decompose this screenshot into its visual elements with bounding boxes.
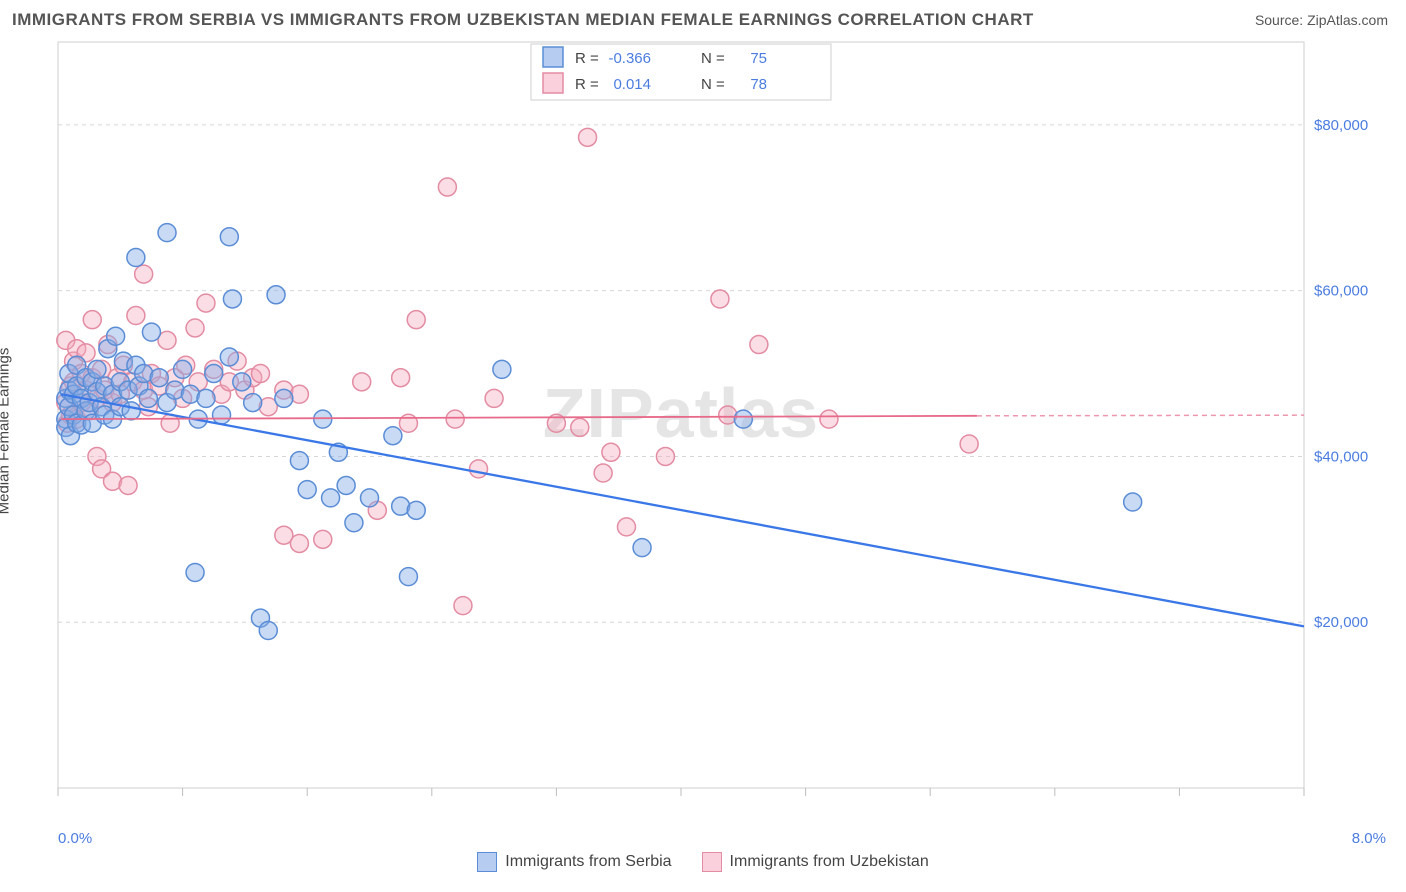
chart-area: Median Female Earnings $20,000$40,000$60… (12, 36, 1394, 826)
svg-text:78: 78 (750, 76, 767, 93)
svg-text:$80,000: $80,000 (1314, 117, 1368, 134)
legend-label-serbia: Immigrants from Serbia (505, 853, 671, 871)
x-axis-labels: 0.0% 8.0% (58, 830, 1386, 847)
x-min-label: 0.0% (58, 830, 92, 847)
x-max-label: 8.0% (1352, 830, 1386, 847)
svg-text:N =: N = (701, 76, 725, 93)
svg-text:R =: R = (575, 76, 599, 93)
svg-text:75: 75 (750, 50, 767, 67)
chart-title: IMMIGRANTS FROM SERBIA VS IMMIGRANTS FRO… (12, 10, 1034, 30)
svg-text:0.014: 0.014 (613, 76, 651, 93)
svg-text:N =: N = (701, 50, 725, 67)
title-bar: IMMIGRANTS FROM SERBIA VS IMMIGRANTS FRO… (0, 0, 1406, 36)
svg-text:$60,000: $60,000 (1314, 283, 1368, 300)
svg-text:R =: R = (575, 50, 599, 67)
legend-item-uzbekistan: Immigrants from Uzbekistan (702, 852, 929, 872)
scatter-plot-svg: $20,000 $40,000 $60,000 $80,000 ZIPatlas R =-… (12, 36, 1382, 826)
source-label: Source: ZipAtlas.com (1255, 12, 1388, 28)
legend-item-serbia: Immigrants from Serbia (477, 852, 671, 872)
y-axis-label: Median Female Earnings (0, 348, 13, 515)
svg-text:ZIPatlas: ZIPatlas (543, 374, 819, 452)
legend-swatch-pink (702, 852, 722, 872)
legend-label-uzbekistan: Immigrants from Uzbekistan (730, 853, 929, 871)
bottom-legend: Immigrants from Serbia Immigrants from U… (0, 852, 1406, 872)
svg-text:-0.366: -0.366 (608, 50, 651, 67)
legend-swatch-blue (477, 852, 497, 872)
svg-text:$40,000: $40,000 (1314, 448, 1368, 465)
svg-text:$20,000: $20,000 (1314, 614, 1368, 631)
